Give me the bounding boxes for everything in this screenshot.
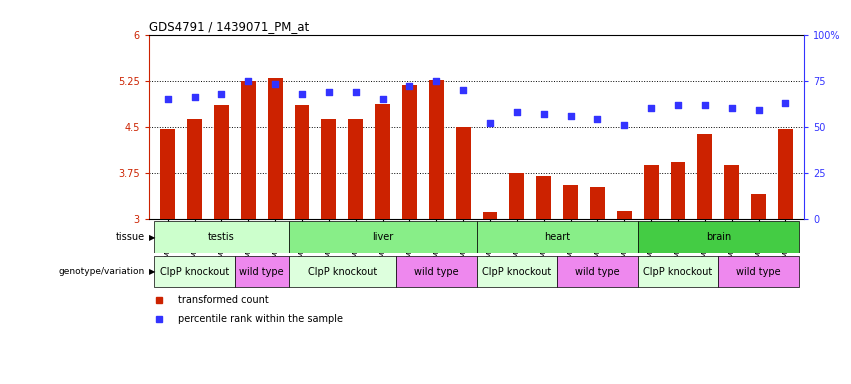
Bar: [396, 256, 477, 287]
Text: brain: brain: [705, 232, 731, 242]
Text: percentile rank within the sample: percentile rank within the sample: [179, 314, 344, 324]
Bar: [288, 222, 477, 253]
Point: [403, 83, 416, 89]
Point: [671, 101, 685, 108]
Text: heart: heart: [544, 232, 570, 242]
Point: [322, 89, 335, 95]
Bar: [637, 256, 718, 287]
Bar: [483, 212, 497, 219]
Bar: [160, 129, 175, 219]
Point: [537, 111, 551, 117]
Point: [779, 100, 792, 106]
Point: [483, 120, 497, 126]
Text: transformed count: transformed count: [179, 295, 269, 305]
Point: [698, 101, 711, 108]
Bar: [724, 165, 739, 219]
Point: [376, 96, 390, 102]
Text: ClpP knockout: ClpP knockout: [483, 266, 551, 277]
Bar: [154, 222, 288, 253]
Bar: [288, 256, 396, 287]
Bar: [456, 127, 471, 219]
Point: [295, 91, 309, 97]
Bar: [268, 78, 283, 219]
Text: ClpP knockout: ClpP knockout: [160, 266, 229, 277]
Point: [268, 81, 282, 88]
Point: [563, 113, 577, 119]
Bar: [322, 119, 336, 219]
Text: wild type: wild type: [575, 266, 620, 277]
Bar: [563, 185, 578, 219]
Bar: [751, 194, 766, 219]
Text: ClpP knockout: ClpP knockout: [308, 266, 377, 277]
Bar: [402, 85, 417, 219]
Point: [618, 122, 631, 128]
Bar: [241, 81, 255, 219]
Text: testis: testis: [208, 232, 235, 242]
Text: tissue: tissue: [116, 232, 145, 242]
Text: ▶: ▶: [149, 267, 156, 276]
Bar: [617, 211, 631, 219]
Bar: [557, 256, 637, 287]
Text: wild type: wild type: [239, 266, 284, 277]
Point: [456, 87, 470, 93]
Point: [510, 109, 523, 115]
Bar: [671, 162, 685, 219]
Bar: [477, 222, 637, 253]
Bar: [718, 256, 799, 287]
Text: ▶: ▶: [149, 233, 156, 242]
Point: [242, 78, 255, 84]
Text: wild type: wild type: [736, 266, 781, 277]
Bar: [510, 173, 524, 219]
Bar: [477, 256, 557, 287]
Bar: [698, 134, 712, 219]
Text: ClpP knockout: ClpP knockout: [643, 266, 712, 277]
Point: [349, 89, 363, 95]
Point: [644, 105, 658, 111]
Point: [751, 107, 765, 113]
Text: wild type: wild type: [414, 266, 459, 277]
Bar: [294, 105, 310, 219]
Bar: [590, 187, 605, 219]
Text: liver: liver: [372, 232, 393, 242]
Text: GDS4791 / 1439071_PM_at: GDS4791 / 1439071_PM_at: [149, 20, 309, 33]
Bar: [214, 105, 229, 219]
Bar: [637, 222, 799, 253]
Bar: [536, 176, 551, 219]
Bar: [643, 165, 659, 219]
Text: genotype/variation: genotype/variation: [59, 267, 145, 276]
Point: [725, 105, 739, 111]
Point: [161, 96, 174, 102]
Bar: [154, 256, 235, 287]
Bar: [235, 256, 288, 287]
Point: [188, 94, 202, 100]
Point: [430, 78, 443, 84]
Point: [214, 91, 228, 97]
Bar: [348, 119, 363, 219]
Bar: [187, 119, 202, 219]
Bar: [375, 104, 390, 219]
Bar: [429, 80, 443, 219]
Bar: [778, 129, 793, 219]
Point: [591, 116, 604, 122]
